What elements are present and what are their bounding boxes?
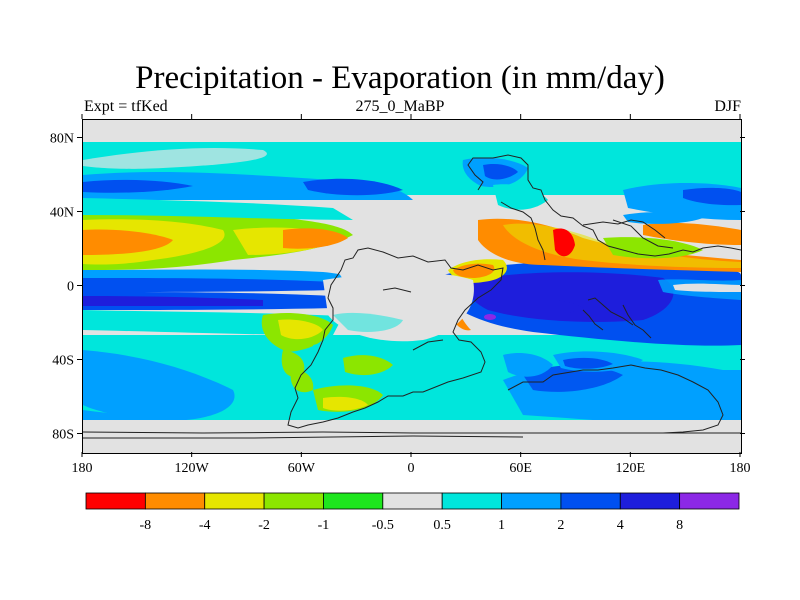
colorbar-label: -2 bbox=[258, 518, 270, 533]
colorbar-box bbox=[619, 492, 681, 510]
lon-tick-label: 60E bbox=[509, 461, 532, 476]
colorbar-label: 4 bbox=[617, 518, 624, 533]
colorbar-box bbox=[85, 492, 146, 510]
lat-tick-label: 80N bbox=[50, 132, 74, 147]
colorbar-box bbox=[382, 492, 443, 510]
lat-tick-label: 80S bbox=[52, 428, 74, 443]
colorbar-box bbox=[204, 492, 265, 510]
lon-tick-label: 180 bbox=[730, 461, 751, 476]
colorbar-box bbox=[441, 492, 502, 510]
colorbar-box bbox=[323, 492, 384, 510]
season-label: DJF bbox=[714, 98, 741, 115]
colorbar-label: -4 bbox=[199, 518, 211, 533]
plot-title: Precipitation - Evaporation (in mm/day) bbox=[135, 60, 665, 96]
map-panel bbox=[82, 119, 742, 454]
lat-tick-label: 40S bbox=[52, 354, 74, 369]
colorbar-label: 0.5 bbox=[433, 518, 451, 533]
lon-tick-label: 120W bbox=[175, 461, 210, 476]
period-label: 275_0_MaBP bbox=[355, 98, 445, 115]
lat-tick-label: 40N bbox=[50, 206, 74, 221]
pme-field bbox=[83, 120, 741, 453]
colorbar-label: -8 bbox=[140, 518, 152, 533]
colorbar-box bbox=[560, 492, 621, 510]
colorbar-box bbox=[679, 492, 740, 510]
colorbar-label: -0.5 bbox=[372, 518, 394, 533]
colorbar-box bbox=[501, 492, 562, 510]
colorbar-box bbox=[263, 492, 324, 510]
colorbar-label: 1 bbox=[498, 518, 505, 533]
lon-tick-label: 60W bbox=[288, 461, 316, 476]
lat-tick-label: 0 bbox=[67, 280, 74, 295]
colorbar-label: -1 bbox=[318, 518, 330, 533]
experiment-label: Expt = tfKed bbox=[84, 98, 168, 115]
colorbar-label: 2 bbox=[557, 518, 564, 533]
lon-tick-label: 0 bbox=[408, 461, 415, 476]
lon-tick-label: 120E bbox=[616, 461, 646, 476]
colorbar-box bbox=[144, 492, 206, 510]
lon-tick-label: 180 bbox=[72, 461, 93, 476]
colorbar-label: 8 bbox=[676, 518, 683, 533]
